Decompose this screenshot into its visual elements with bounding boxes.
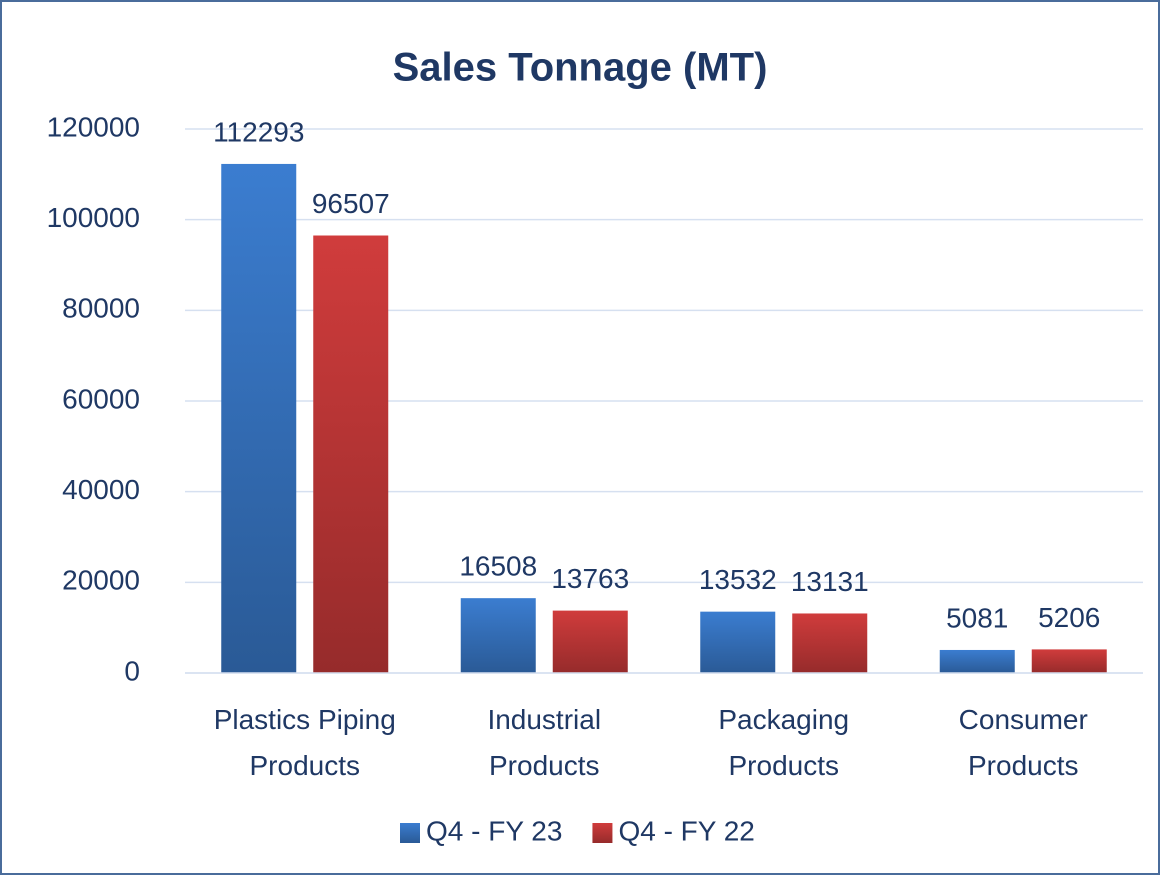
legend-swatch xyxy=(592,823,613,843)
data-label: 112293 xyxy=(213,116,304,147)
legend-swatch xyxy=(400,823,420,843)
x-tick-label: Industrial Products xyxy=(487,704,602,781)
x-tick-label: Plastics Piping Products xyxy=(213,704,396,781)
bar xyxy=(552,610,628,673)
legend-label: Q4 - FY 22 xyxy=(618,815,754,846)
y-tick-label: 120000 xyxy=(47,111,140,142)
y-tick-label: 40000 xyxy=(62,474,140,505)
data-label: 13131 xyxy=(791,566,869,597)
bar xyxy=(700,611,776,673)
bar xyxy=(460,598,536,673)
y-tick-label: 80000 xyxy=(62,293,140,324)
y-tick-label: 0 xyxy=(124,655,140,686)
bar xyxy=(221,163,297,673)
data-label: 5206 xyxy=(1038,602,1100,633)
data-label: 13532 xyxy=(699,564,777,595)
x-tick-label: Consumer Products xyxy=(958,704,1088,781)
legend-label: Q4 - FY 23 xyxy=(426,815,562,846)
y-tick-label: 20000 xyxy=(62,565,140,596)
bar xyxy=(939,649,1015,673)
data-label: 16508 xyxy=(459,551,537,582)
data-label: 96507 xyxy=(312,188,390,219)
chart-title: Sales Tonnage (MT) xyxy=(393,46,768,90)
data-label: 5081 xyxy=(946,602,1008,633)
bar xyxy=(313,235,389,674)
data-label: 13763 xyxy=(551,563,629,594)
bar xyxy=(1031,649,1107,673)
bar xyxy=(792,613,868,673)
x-tick-label: Packaging Products xyxy=(718,704,850,781)
y-tick-label: 60000 xyxy=(62,383,140,414)
y-tick-label: 100000 xyxy=(47,202,140,233)
